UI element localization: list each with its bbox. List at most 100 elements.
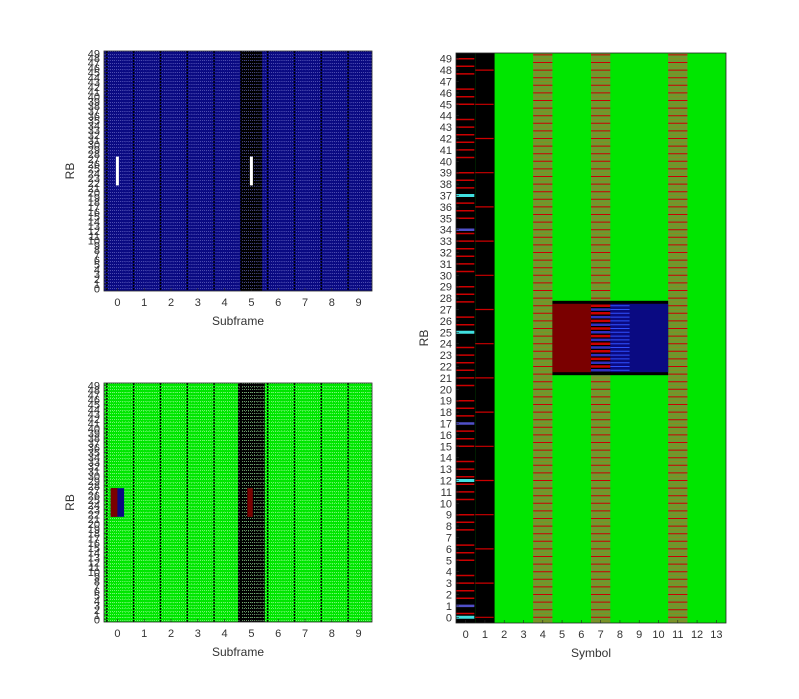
y-tick-label: 10	[88, 236, 100, 248]
y-tick-label: 43	[440, 122, 452, 134]
y-tick-label: 21	[440, 373, 452, 385]
y-tick-label: 0	[446, 612, 452, 624]
y-tick-label: 15	[440, 441, 452, 453]
y-tick-label: 5	[94, 591, 100, 603]
x-tick-label: 2	[168, 628, 174, 640]
y-tick-label: 14	[440, 453, 452, 465]
y-tick-label: 33	[88, 125, 100, 137]
y-tick-label: 41	[88, 87, 100, 99]
x-tick-label: 1	[482, 629, 488, 641]
y-tick-label: 41	[88, 419, 100, 431]
x-tick-label: 3	[520, 629, 526, 641]
y-tick-label: 40	[88, 423, 100, 435]
y-tick-label: 31	[440, 259, 452, 271]
y-tick-label: 34	[88, 452, 100, 464]
y-tick-label: 4	[94, 264, 100, 276]
y-tick-label: 23	[88, 505, 100, 517]
y-tick-label: 42	[440, 134, 452, 146]
x-tick-label: 1	[141, 628, 147, 640]
x-tick-label: 6	[578, 629, 584, 641]
allocation-block	[247, 488, 253, 517]
pdsch-blue-block	[610, 303, 669, 373]
y-tick-label: 2	[94, 605, 100, 617]
y-tick-label: 48	[88, 53, 100, 65]
y-tick-label: 45	[440, 99, 452, 111]
y-tick-label: 14	[88, 548, 100, 560]
y-tick-label: 25	[440, 327, 452, 339]
y-tick-label: 19	[440, 396, 452, 408]
y-tick-label: 27	[440, 305, 452, 317]
x-tick-label: 0	[114, 628, 120, 640]
y-tick-label: 36	[88, 443, 100, 455]
x-tick-label: 9	[356, 297, 362, 309]
y-tick-label: 7	[446, 533, 452, 545]
x-tick-label: 6	[275, 628, 281, 640]
y-tick-label: 20	[88, 519, 100, 531]
y-tick-label: 4	[94, 595, 100, 607]
y-tick-label: 22	[88, 509, 100, 521]
y-tick-label: 35	[88, 116, 100, 128]
y-tick-label: 22	[88, 178, 100, 190]
y-tick-label: 44	[440, 111, 452, 123]
y-tick-label: 39	[440, 168, 452, 180]
y-tick-label: 19	[88, 524, 100, 536]
x-tick-label: 1	[141, 297, 147, 309]
x-tick-label: 0	[114, 297, 120, 309]
y-tick-label: 48	[88, 385, 100, 397]
x-tick-label: 7	[302, 297, 308, 309]
x-tick-label: 8	[329, 297, 335, 309]
y-tick-label: 47	[88, 390, 100, 402]
y-tick-label: 17	[440, 419, 452, 431]
allocation-marker	[115, 156, 119, 186]
y-tick-label: 12	[88, 557, 100, 569]
y-tick-label: 6	[94, 255, 100, 267]
y-tick-label: 32	[88, 130, 100, 142]
x-axis-label: Symbol	[571, 646, 611, 660]
plot-area	[104, 383, 372, 622]
y-axis-label: RB	[63, 494, 77, 511]
y-tick-label: 31	[88, 466, 100, 478]
y-tick-label: 1	[94, 279, 100, 291]
y-tick-label: 34	[88, 120, 100, 132]
y-tick-label: 3	[446, 578, 452, 590]
y-tick-label: 0	[94, 615, 100, 627]
y-tick-label: 47	[440, 77, 452, 89]
y-tick-label: 21	[88, 514, 100, 526]
x-tick-label: 12	[691, 629, 703, 641]
y-tick-label: 12	[88, 226, 100, 238]
y-tick-label: 45	[88, 400, 100, 412]
y-tick-label: 10	[88, 567, 100, 579]
y-tick-label: 12	[440, 476, 452, 488]
y-tick-label: 24	[88, 168, 100, 180]
y-tick-label: 0	[94, 284, 100, 296]
y-tick-label: 29	[88, 476, 100, 488]
y-tick-label: 37	[440, 191, 452, 203]
x-tick-label: 5	[559, 629, 565, 641]
y-tick-label: 8	[446, 521, 452, 533]
y-tick-label: 5	[446, 555, 452, 567]
y-tick-label: 49	[440, 54, 452, 66]
y-tick-label: 37	[88, 438, 100, 450]
y-tick-label: 5	[94, 260, 100, 272]
x-tick-label: 3	[195, 297, 201, 309]
x-tick-label: 8	[329, 628, 335, 640]
y-tick-label: 13	[440, 464, 452, 476]
y-tick-label: 37	[88, 106, 100, 118]
y-tick-label: 38	[88, 101, 100, 113]
y-tick-label: 29	[440, 282, 452, 294]
y-tick-label: 32	[88, 462, 100, 474]
y-tick-label: 39	[88, 428, 100, 440]
y-tick-label: 30	[440, 270, 452, 282]
plot-area	[104, 51, 372, 291]
y-tick-label: 11	[441, 487, 452, 499]
x-tick-label: 3	[195, 628, 201, 640]
y-tick-label: 49	[88, 48, 100, 60]
y-tick-label: 46	[88, 395, 100, 407]
y-tick-label: 19	[88, 192, 100, 204]
y-tick-label: 11	[89, 231, 100, 243]
allocation-block	[110, 488, 118, 517]
y-tick-label: 33	[88, 457, 100, 469]
y-tick-label: 7	[94, 581, 100, 593]
y-tick-label: 15	[88, 543, 100, 555]
y-tick-label: 23	[88, 173, 100, 185]
